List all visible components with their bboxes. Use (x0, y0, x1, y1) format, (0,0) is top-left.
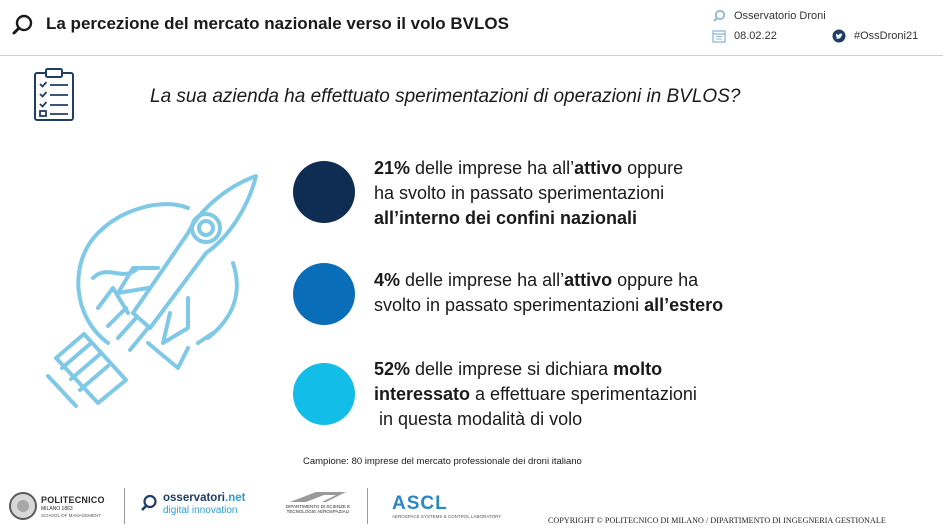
clipboard-checklist-icon (34, 68, 74, 121)
date-label: 08.02.22 (712, 29, 802, 43)
ascl-logo: ASCL AEROSPACE SYSTEMS & CONTROL LABORAT… (392, 493, 504, 523)
stat-dot-abroad (293, 263, 355, 325)
stat-domestic: 21% delle imprese ha all’attivo oppure ha… (374, 156, 683, 231)
hashtag-label[interactable]: #OssDroni21 (832, 29, 942, 43)
stat-dot-domestic (293, 161, 355, 223)
stat-text: oppure (622, 158, 684, 178)
stat-line: 4% delle imprese ha all’attivo oppure ha (374, 268, 723, 293)
date-value: 08.02.22 (734, 30, 777, 42)
copyright-notice: COPYRIGHT © POLITECNICO DI MILANO / DIPA… (548, 516, 886, 525)
stat-highlight: molto (613, 359, 663, 379)
stat-highlight: all’estero (644, 295, 724, 315)
polimi-city: MILANO 1863 (41, 506, 73, 512)
stat-text: delle imprese si dichiara (410, 359, 614, 379)
stat-highlight: interessato (374, 384, 471, 404)
sample-note: Campione: 80 imprese del mercato profess… (303, 456, 582, 467)
footer-divider (124, 488, 125, 524)
osservatori-logo: osservatori.net digital innovation (140, 490, 248, 520)
stat-highlight: 21% (374, 158, 411, 178)
survey-question: La sua azienda ha effettuato sperimentaz… (150, 86, 741, 107)
footer-divider (367, 488, 368, 524)
stat-line: all’interno dei confini nazionali (374, 206, 683, 231)
stat-highlight: 4% (374, 270, 401, 290)
stat-text: in questa modalità di volo (374, 409, 583, 429)
stat-abroad: 4% delle imprese ha all’attivo oppure ha… (374, 268, 723, 318)
stat-line: ha svolto in passato sperimentazioni (374, 181, 683, 206)
dipartimento-name: DIPARTIMENTO DI SCIENZE E TECNOLOGIE AER… (285, 504, 351, 514)
stat-line: svolto in passato sperimentazioni all’es… (374, 293, 723, 318)
osservatori-icon (141, 494, 157, 511)
rocket-lightbulb-illustration (46, 174, 258, 408)
calendar-icon (712, 30, 726, 43)
stat-text: svolto in passato sperimentazioni (374, 295, 645, 315)
ascl-name: ASCL (392, 493, 448, 514)
polimi-name: POLITECNICO (41, 495, 105, 505)
stat-line: in questa modalità di volo (374, 407, 697, 432)
stat-dot-interested (293, 363, 355, 425)
aerospace-wing-icon (290, 492, 346, 502)
twitter-icon (832, 29, 846, 43)
polimi-logo: POLITECNICO MILANO 1863 SCHOOL OF MANAGE… (9, 490, 121, 524)
stat-text: a effettuare sperimentazioni (470, 384, 697, 404)
stat-line: interessato a effettuare sperimentazioni (374, 382, 697, 407)
stat-highlight: attivo (564, 270, 613, 290)
page-title: La percezione del mercato nazionale vers… (46, 14, 509, 33)
header: La percezione del mercato nazionale vers… (0, 0, 943, 56)
polimi-school: SCHOOL OF MANAGEMENT (41, 513, 101, 518)
osservatori-name: osservatori.net (163, 492, 246, 504)
stat-highlight: all’interno dei confini nazionali (374, 208, 638, 228)
stat-text: oppure ha (612, 270, 699, 290)
observatory-name: Osservatorio Droni (734, 10, 826, 22)
ascl-tagline: AEROSPACE SYSTEMS & CONTROL LABORATORY (392, 514, 502, 519)
stat-line: 52% delle imprese si dichiara molto (374, 357, 697, 382)
stat-highlight: 52% (374, 359, 411, 379)
stat-text: ha svolto in passato sperimentazioni (374, 183, 665, 203)
dipartimento-logo: DIPARTIMENTO DI SCIENZE E TECNOLOGIE AER… (276, 490, 360, 526)
polimi-seal-icon (9, 492, 37, 520)
stat-text: delle imprese ha all’ (410, 158, 575, 178)
stat-interested: 52% delle imprese si dichiara molto inter… (374, 357, 697, 432)
stat-line: 21% delle imprese ha all’attivo oppure (374, 156, 683, 181)
osservatori-tagline: digital innovation (163, 505, 238, 516)
search-icon (12, 14, 33, 35)
hashtag-text: #OssDroni21 (854, 30, 919, 42)
stat-text: delle imprese ha all’ (400, 270, 565, 290)
search-icon (713, 9, 726, 22)
stat-highlight: attivo (574, 158, 623, 178)
observatory-label: Osservatorio Droni (712, 9, 852, 23)
